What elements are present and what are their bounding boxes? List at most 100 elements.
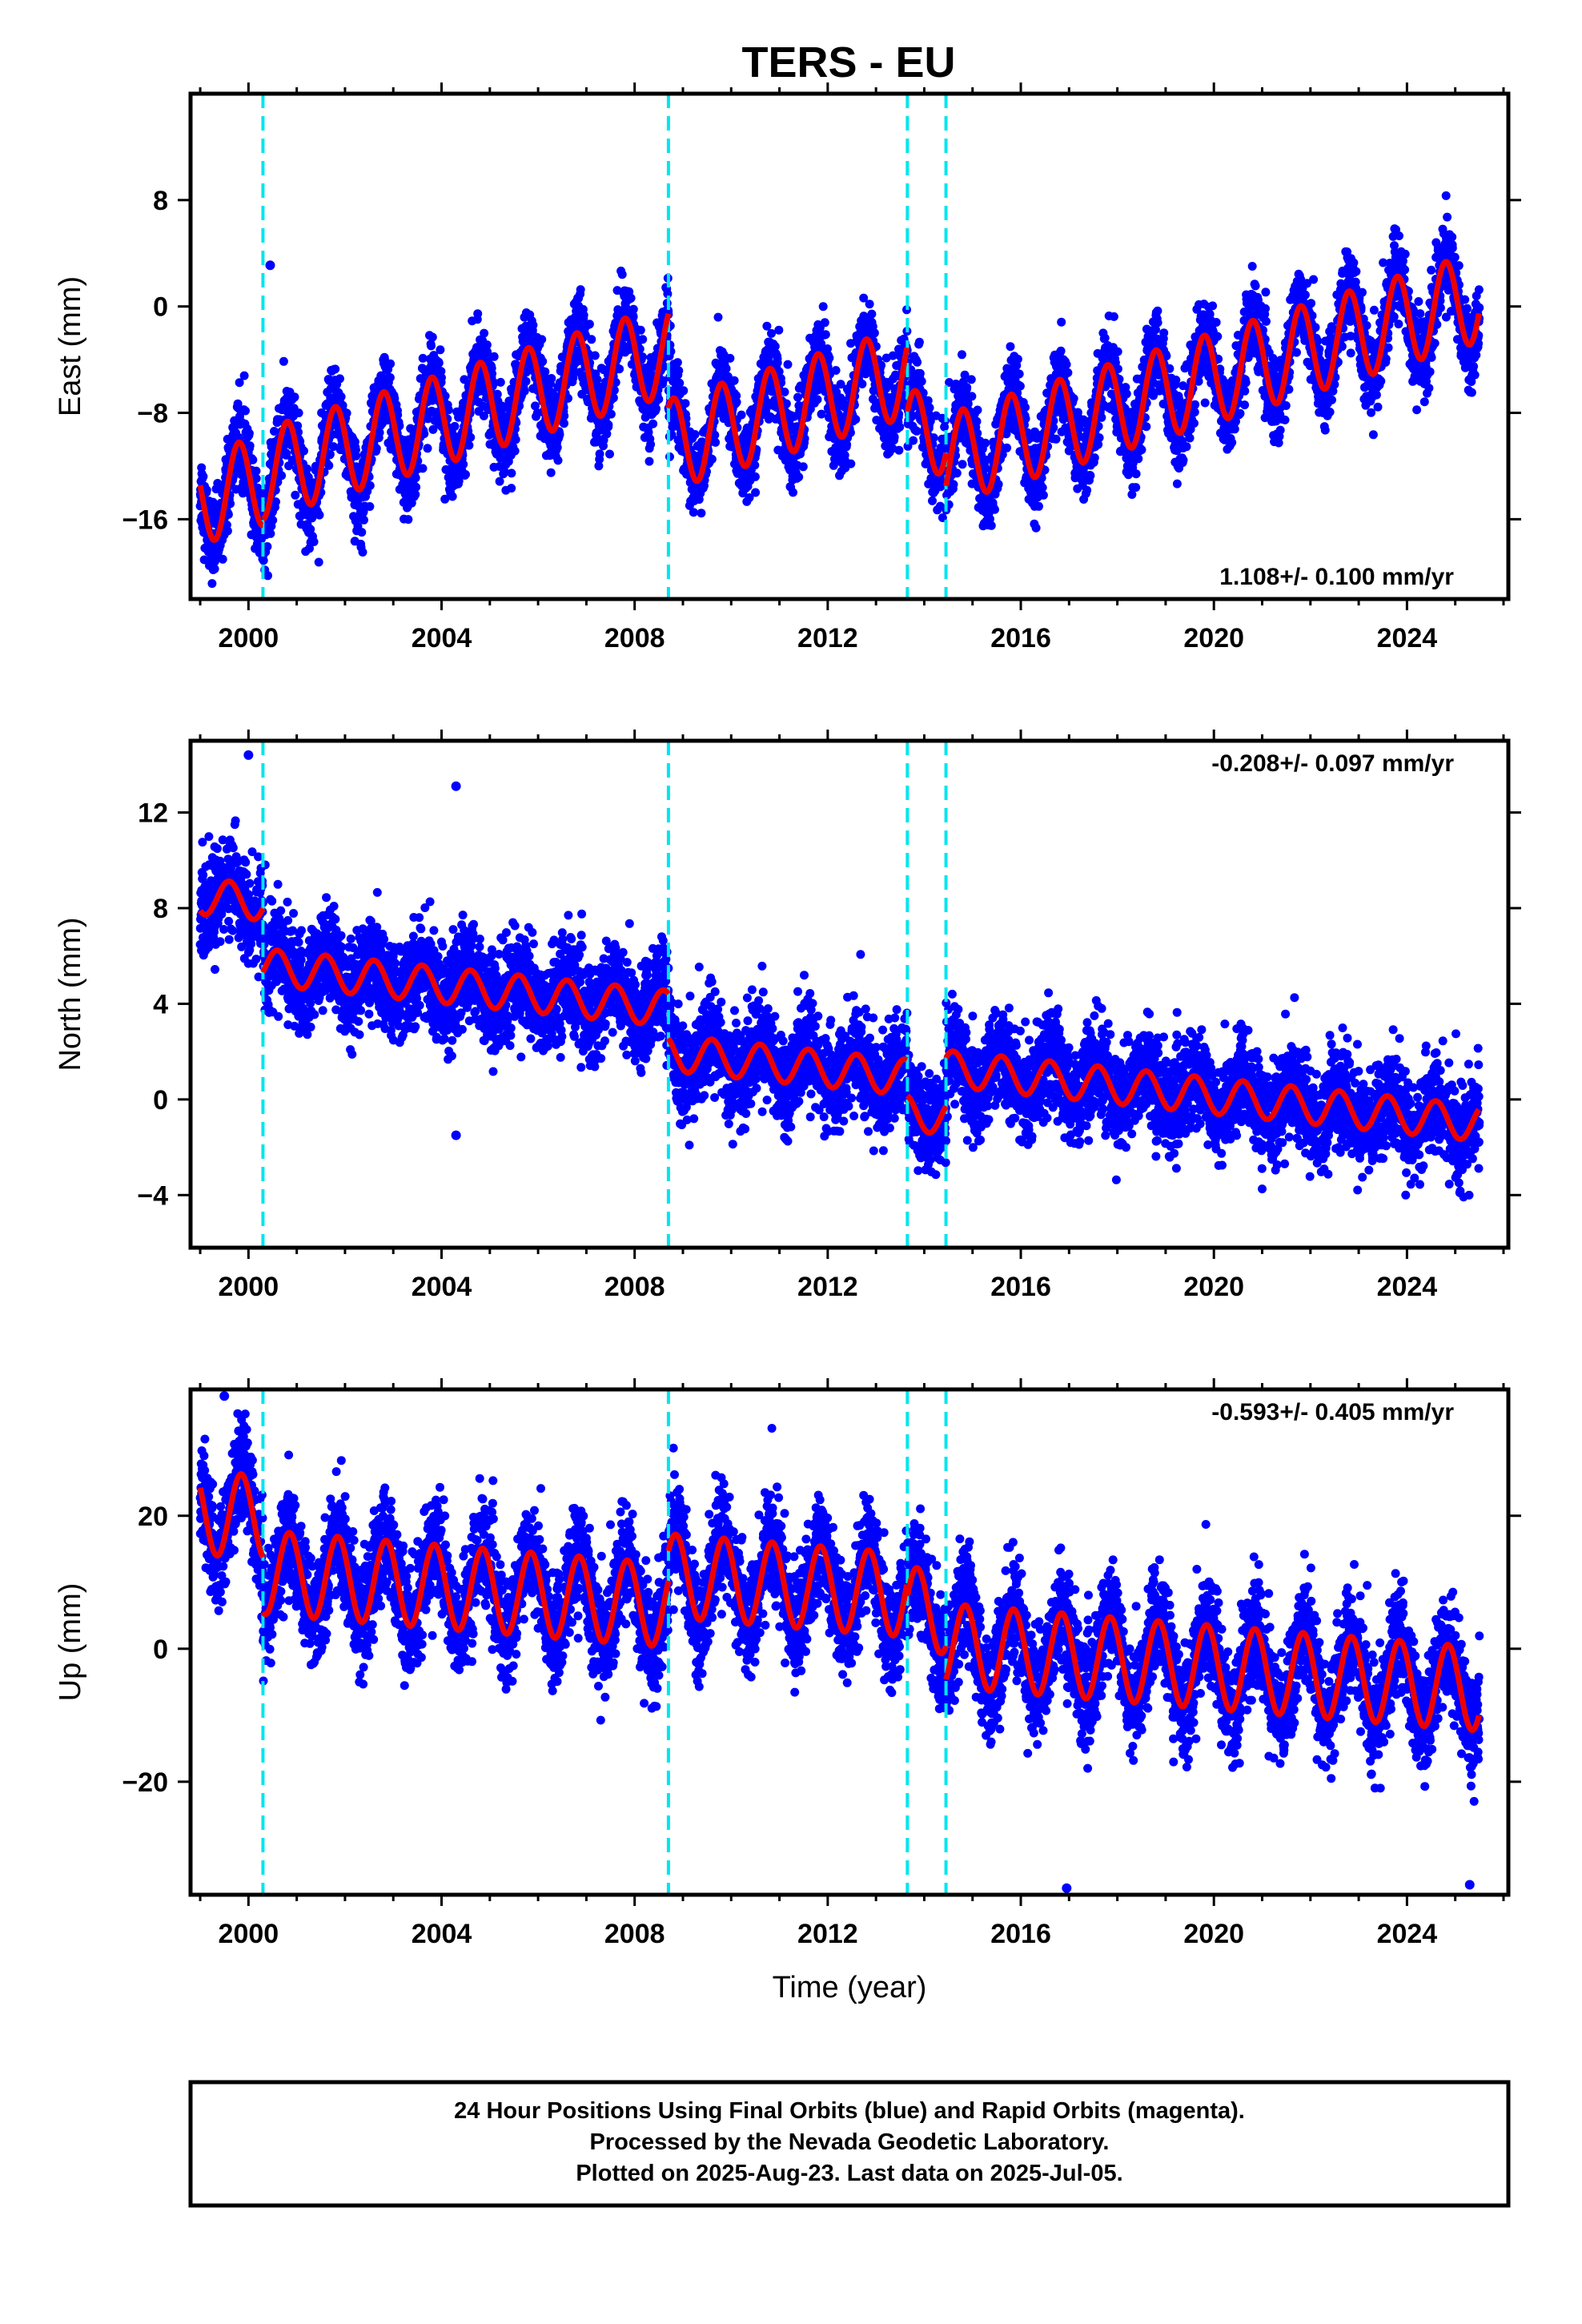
data-point — [279, 356, 288, 366]
data-point — [990, 505, 999, 514]
data-point — [928, 496, 937, 505]
data-point — [732, 397, 741, 407]
data-point — [789, 488, 797, 497]
data-point — [793, 392, 802, 402]
data-point — [495, 476, 504, 486]
data-point — [290, 392, 299, 402]
data-point — [846, 459, 856, 468]
plot-area — [195, 94, 1484, 599]
data-point — [813, 395, 822, 404]
data-point — [604, 420, 613, 429]
data-point — [358, 548, 367, 557]
data-point — [794, 472, 804, 482]
data-point — [867, 309, 877, 319]
data-point — [226, 499, 235, 509]
data-point — [511, 435, 520, 444]
data-point — [909, 436, 918, 445]
data-point — [251, 466, 261, 476]
data-point — [464, 440, 474, 450]
data-point — [207, 579, 217, 589]
data-point — [386, 359, 396, 368]
data-point — [1063, 368, 1073, 377]
data-point — [293, 421, 303, 431]
data-point — [450, 421, 460, 431]
data-point — [404, 515, 413, 525]
data-point — [357, 528, 367, 537]
data-point — [560, 419, 568, 428]
data-point — [428, 332, 437, 342]
data-point — [721, 364, 731, 373]
data-point — [1014, 369, 1024, 379]
data-point — [1013, 355, 1022, 364]
data-point — [436, 367, 446, 376]
data-point — [636, 325, 645, 335]
data-point — [365, 502, 375, 511]
data-point — [521, 376, 531, 386]
data-point — [547, 374, 556, 383]
data-point — [473, 309, 483, 319]
data-point — [466, 432, 476, 442]
data-point — [202, 485, 211, 495]
data-point — [606, 409, 616, 419]
data-point — [259, 556, 268, 565]
data-point — [329, 442, 338, 452]
data-point — [967, 392, 977, 401]
data-point — [314, 557, 323, 567]
data-point — [972, 416, 982, 426]
data-point — [798, 462, 808, 472]
data-point — [251, 474, 261, 483]
data-point — [605, 449, 614, 459]
data-point — [365, 480, 375, 490]
data-point — [440, 494, 450, 504]
data-point — [750, 460, 760, 470]
data-point — [994, 480, 1003, 489]
data-point — [831, 366, 841, 375]
data-point — [1031, 523, 1041, 533]
data-point — [331, 364, 340, 374]
data-points — [195, 191, 1484, 589]
data-point — [238, 489, 247, 498]
data-point — [223, 526, 232, 536]
data-point — [1038, 490, 1048, 500]
data-point — [644, 456, 654, 466]
data-point — [411, 473, 420, 483]
data-point — [1062, 360, 1071, 369]
data-point — [865, 300, 874, 309]
data-point — [461, 470, 470, 479]
data-point — [648, 419, 658, 428]
data-point — [235, 378, 244, 388]
data-point — [1021, 403, 1030, 412]
data-point — [434, 358, 444, 368]
data-point — [869, 328, 879, 338]
data-point — [223, 509, 233, 519]
data-point — [325, 449, 335, 459]
data-point — [263, 542, 272, 551]
data-point — [359, 515, 368, 525]
data-point — [336, 392, 346, 401]
data-point — [507, 484, 516, 493]
chart-title: TERS - EU — [741, 38, 955, 86]
data-point — [952, 468, 962, 478]
data-point — [510, 446, 520, 456]
data-point — [912, 426, 921, 436]
data-point — [444, 405, 453, 415]
data-point — [895, 422, 905, 432]
data-point — [821, 330, 830, 340]
data-point — [303, 464, 312, 473]
data-point — [1056, 346, 1066, 356]
data-point — [628, 304, 638, 314]
data-point — [315, 510, 324, 520]
data-point — [423, 414, 432, 424]
data-point — [851, 415, 861, 424]
data-point — [552, 443, 562, 452]
data-point — [420, 429, 429, 439]
data-point — [299, 446, 308, 456]
data-point — [306, 525, 315, 534]
data-point — [537, 335, 547, 344]
data-point — [915, 368, 925, 378]
data-point — [248, 455, 258, 464]
data-point — [675, 378, 685, 388]
data-point — [697, 509, 706, 518]
data-point — [595, 449, 604, 459]
data-point — [555, 430, 564, 440]
